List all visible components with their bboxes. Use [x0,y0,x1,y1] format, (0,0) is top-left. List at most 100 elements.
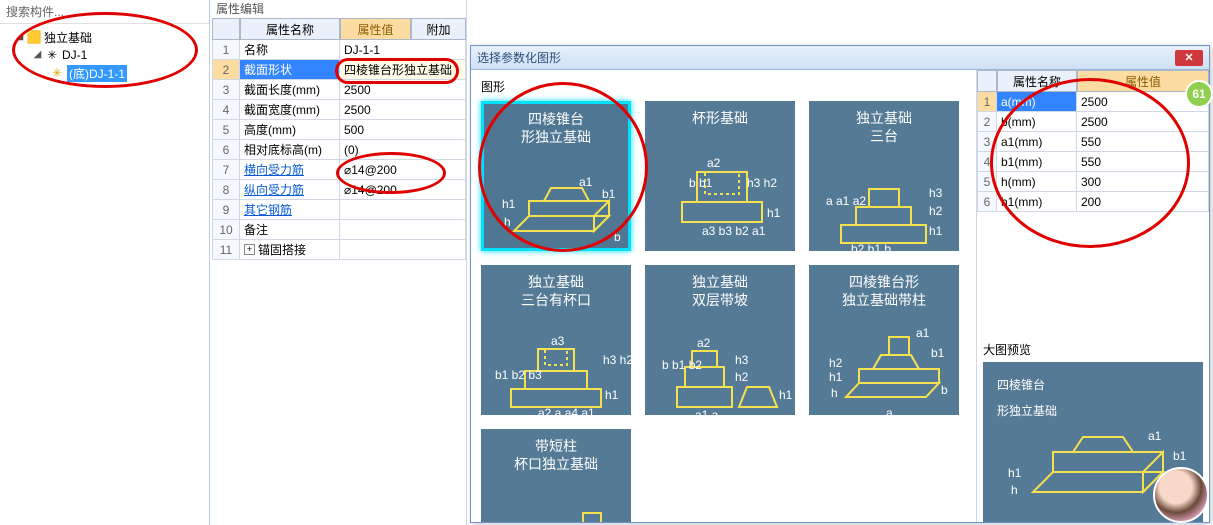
prop-value[interactable]: 2500 [340,80,466,100]
param-value[interactable]: 200 [1077,192,1209,212]
shape-caption: 独立基础三台 [856,109,912,145]
property-row[interactable]: 2 截面形状 四棱锥台形独立基础 [212,60,466,80]
prop-value[interactable]: ⌀14@200 [340,180,466,200]
param-row[interactable]: 1a(mm)2500 [977,92,1209,112]
shape-caption: 四棱锥台形独立基础 [521,110,591,146]
tree-node-l3[interactable]: ✳ (底)DJ-1-1 [2,64,207,82]
svg-text:h1: h1 [779,388,793,402]
dialog-titlebar[interactable]: 选择参数化图形 ✕ [471,46,1209,70]
shape-thumbnail: a2b b1h3 h2a3 b3 b2 a1h1 [647,127,793,249]
param-row[interactable]: 3a1(mm)550 [977,132,1209,152]
tree-node-root[interactable]: ◢ 🟨 独立基础 [2,28,207,46]
param-row[interactable]: 4b1(mm)550 [977,152,1209,172]
dialog-title-text: 选择参数化图形 [477,49,561,66]
param-value[interactable]: 550 [1077,132,1209,152]
property-row[interactable]: 3 截面长度(mm) 2500 [212,80,466,100]
gear-icon: ✳ [50,66,64,80]
param-row[interactable]: 6h1(mm)200 [977,192,1209,212]
property-row[interactable]: 4 截面宽度(mm) 2500 [212,100,466,120]
prop-name: 截面长度(mm) [240,80,340,100]
param-row[interactable]: 5h(mm)300 [977,172,1209,192]
prop-name: +锚固搭接 [240,240,340,260]
property-row[interactable]: 7 横向受力筋 ⌀14@200 [212,160,466,180]
param-shape-dialog: 选择参数化图形 ✕ 图形 四棱锥台形独立基础a1b1h1hab杯形基础a2b b… [470,45,1210,523]
shape-option[interactable]: 带短柱杯口独立基础x2 y2h3 [481,429,631,522]
col-index [212,18,240,40]
param-value[interactable]: 300 [1077,172,1209,192]
svg-text:h: h [504,215,511,229]
shape-thumbnail: a1b1h1hab [484,146,628,248]
row-index: 2 [977,112,997,132]
shape-option[interactable]: 四棱锥台形独立基础带柱a1b1h2h1hab [809,265,959,415]
shape-thumbnail: a a1 a2h3h2h1b2 b1 b [811,145,957,249]
prop-name: 高度(mm) [240,120,340,140]
close-button[interactable]: ✕ [1175,50,1203,66]
col-additional[interactable]: 附加 [411,18,466,40]
row-index: 2 [212,60,240,80]
propgrid-title: 属性编辑 [212,0,466,18]
param-name: a(mm) [997,92,1077,112]
prop-name: 截面形状 [240,60,340,80]
param-name: b(mm) [997,112,1077,132]
svg-text:h2: h2 [735,370,749,384]
shape-option[interactable]: 四棱锥台形独立基础a1b1h1hab [481,101,631,251]
row-index: 5 [212,120,240,140]
svg-text:a1: a1 [579,175,593,189]
svg-text:a: a [886,406,893,419]
property-grid: 属性编辑 属性名称 属性值 附加 1 名称 DJ-1-12 截面形状 四棱锥台形… [212,0,467,525]
row-index: 8 [212,180,240,200]
row-index: 11 [212,240,240,260]
avatar[interactable] [1153,467,1209,523]
prop-name: 横向受力筋 [240,160,340,180]
prop-name: 相对底标高(m) [240,140,340,160]
row-index: 6 [212,140,240,160]
tree-node-l2[interactable]: ◢ ✳ DJ-1 [2,46,207,64]
tree-label-selected: (底)DJ-1-1 [67,65,127,82]
shape-option[interactable]: 独立基础三台a a1 a2h3h2h1b2 b1 b [809,101,959,251]
prop-value[interactable]: DJ-1-1 [340,40,466,60]
param-value[interactable]: 550 [1077,152,1209,172]
search-input[interactable]: 搜索构件... [0,0,209,24]
shape-caption: 带短柱杯口独立基础 [514,437,598,473]
property-row[interactable]: 9 其它钢筋 [212,200,466,220]
svg-text:a1 a: a1 a [695,408,719,419]
col-value[interactable]: 属性值 [340,18,411,40]
svg-text:h: h [831,386,838,400]
svg-text:h2: h2 [929,204,943,218]
collapse-icon[interactable]: ◢ [32,50,43,61]
shape-section-label: 图形 [481,78,966,95]
property-row[interactable]: 10 备注 [212,220,466,240]
col-name: 属性名称 [240,18,340,40]
shape-thumbnail: x2 y2h3 [483,473,629,522]
row-index: 5 [977,172,997,192]
param-pane: 属性名称 属性值 1a(mm)25002b(mm)25003a1(mm)5504… [976,70,1209,522]
prop-value[interactable]: 2500 [340,100,466,120]
prop-value[interactable]: (0) [340,140,466,160]
shape-option[interactable]: 独立基础双层带坡b b1 b2a2h3h2h1a1 a [645,265,795,415]
property-row[interactable]: 6 相对底标高(m) (0) [212,140,466,160]
property-row[interactable]: 1 名称 DJ-1-1 [212,40,466,60]
prop-value[interactable] [340,220,466,240]
shape-option[interactable]: 杯形基础a2b b1h3 h2a3 b3 b2 a1h1 [645,101,795,251]
prop-value[interactable]: 四棱锥台形独立基础 [340,60,466,80]
svg-text:h: h [1011,483,1018,497]
collapse-icon[interactable]: ◢ [14,32,25,43]
folder-icon: 🟨 [27,30,41,44]
param-row[interactable]: 2b(mm)2500 [977,112,1209,132]
notification-badge[interactable]: 61 [1185,80,1213,108]
row-index: 4 [212,100,240,120]
svg-text:a a1 a2: a a1 a2 [826,194,866,208]
property-row[interactable]: 11 +锚固搭接 [212,240,466,260]
prop-value[interactable] [340,200,466,220]
svg-text:b: b [614,230,621,244]
property-row[interactable]: 8 纵向受力筋 ⌀14@200 [212,180,466,200]
prop-value[interactable]: 500 [340,120,466,140]
prop-value[interactable] [340,240,466,260]
svg-text:b1 b2 b3: b1 b2 b3 [495,368,542,382]
row-index: 1 [212,40,240,60]
property-row[interactable]: 5 高度(mm) 500 [212,120,466,140]
param-value[interactable]: 2500 [1077,112,1209,132]
prop-name: 名称 [240,40,340,60]
shape-option[interactable]: 独立基础三台有杯口a3b1 b2 b3h3 h2a2 a a4 a1h1 [481,265,631,415]
prop-value[interactable]: ⌀14@200 [340,160,466,180]
